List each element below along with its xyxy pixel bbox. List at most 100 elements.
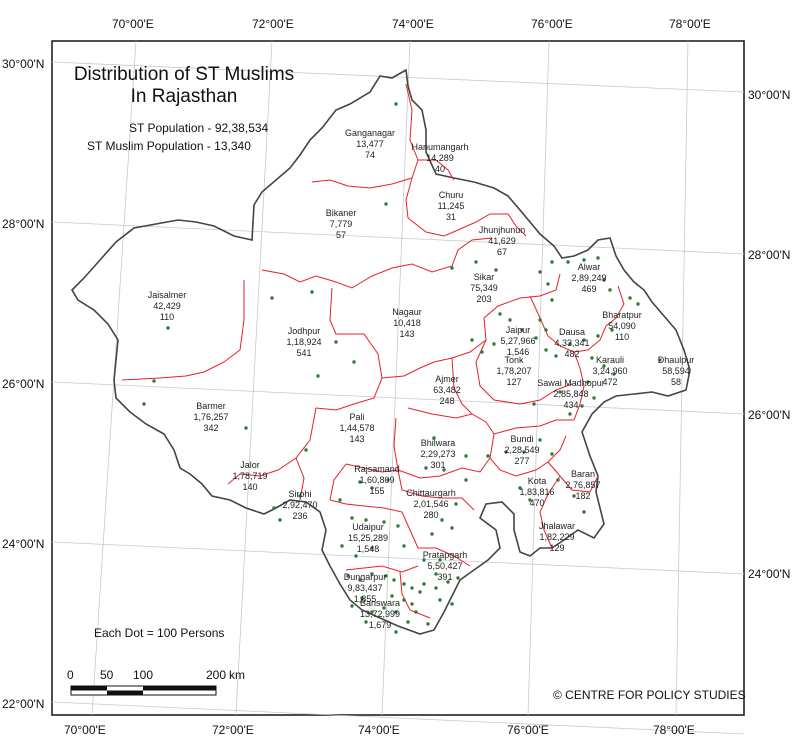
district-st-muslim-count: 541 xyxy=(296,348,312,358)
district-name: Jodhpur xyxy=(287,326,321,336)
district-label: Rajsamand 1,60,809 155 xyxy=(354,464,400,497)
population-dot xyxy=(538,270,542,274)
population-dot xyxy=(464,478,468,482)
district-label: Barmer 1,76,257 342 xyxy=(193,401,228,434)
district-st-muslim-count: 1,546 xyxy=(506,347,530,357)
district-st-muslim-count: 469 xyxy=(581,284,597,294)
district-st-population: 1,18,924 xyxy=(286,337,322,347)
district-st-population: 58,594 xyxy=(662,366,690,376)
district-label: Pali 1,44,578 143 xyxy=(339,412,374,445)
population-dot xyxy=(504,450,508,454)
lon-tick-bottom: 72°00'E xyxy=(212,723,254,737)
district-name: Jaipur xyxy=(505,325,531,335)
population-dot xyxy=(566,260,570,264)
map-title: Distribution of ST Muslims In Rajasthan xyxy=(66,64,302,108)
lon-tick-bottom: 70°00'E xyxy=(64,723,106,737)
district-label: Kota 1,83,816 470 xyxy=(519,476,554,509)
population-dot xyxy=(492,342,496,346)
lat-tick-left: 22°00'N xyxy=(2,697,45,711)
population-dot xyxy=(556,478,560,482)
district-st-population: 2,89,249 xyxy=(571,273,607,283)
district-st-muslim-count: 127 xyxy=(506,377,522,387)
district-st-population: 2,76,857 xyxy=(565,480,601,490)
population-dot xyxy=(522,450,526,454)
population-dot xyxy=(350,604,354,608)
population-dot xyxy=(538,438,542,442)
district-name: Bharatpur xyxy=(602,310,642,320)
district-st-muslim-count: 203 xyxy=(476,294,492,304)
dot-legend: Each Dot = 100 Persons xyxy=(94,626,225,640)
population-dot xyxy=(410,586,414,590)
district-name: Jhunjhunun xyxy=(478,225,526,235)
population-dot xyxy=(582,338,586,342)
district-st-muslim-count: 182 xyxy=(575,491,591,501)
district-st-population: 13,477 xyxy=(356,139,384,149)
population-dot xyxy=(394,610,398,614)
population-dot xyxy=(304,448,308,452)
district-label: Dungarpur 9,83,437 1,855 xyxy=(344,572,387,605)
population-dot xyxy=(346,574,350,578)
district-st-muslim-count: 301 xyxy=(430,460,446,470)
st-population-label: ST Population - 92,38,534 xyxy=(129,121,269,135)
district-name: Pali xyxy=(349,412,365,422)
district-st-population: 13,72,999 xyxy=(359,609,401,619)
district-label: Ganganagar 13,477 74 xyxy=(345,128,395,161)
population-dot xyxy=(480,350,484,354)
district-st-population: 15,25,289 xyxy=(347,533,389,543)
population-dot xyxy=(278,518,282,522)
population-dot xyxy=(628,296,632,300)
district-label: Jaipur 5,27,966 1,546 xyxy=(500,325,535,358)
population-dot xyxy=(508,318,512,322)
lat-tick-left: 24°00'N xyxy=(2,537,45,551)
population-dot xyxy=(270,296,274,300)
population-dot xyxy=(592,396,596,400)
population-dot xyxy=(402,598,406,602)
population-dot xyxy=(166,326,170,330)
district-name: Baran xyxy=(570,469,596,479)
population-dot xyxy=(520,328,524,332)
district-st-population: 1,83,816 xyxy=(519,487,555,497)
population-dot xyxy=(554,354,558,358)
population-dot xyxy=(390,594,394,598)
population-dot xyxy=(450,526,454,530)
lat-tick-left: 30°00'N xyxy=(2,57,45,71)
district-name: Udaipur xyxy=(352,522,384,532)
population-dot xyxy=(658,358,662,362)
lat-tick-right: 30°00'N xyxy=(748,88,791,102)
population-dot xyxy=(426,622,430,626)
district-st-population: 1,44,578 xyxy=(339,423,375,433)
population-dot xyxy=(358,578,362,582)
district-name: Jhalawar xyxy=(538,521,576,531)
district-st-muslim-count: 434 xyxy=(563,400,579,410)
district-label: Tonk 1,78,207 127 xyxy=(496,355,531,388)
population-dot xyxy=(298,494,302,498)
population-dot xyxy=(470,338,474,342)
district-st-population: 10,418 xyxy=(393,318,421,328)
population-dot xyxy=(596,334,600,338)
district-label: Sawai Madhopur 2,85,848 434 xyxy=(537,378,605,411)
population-dot xyxy=(546,282,550,286)
map-title-line2: In Rajasthan xyxy=(130,86,238,107)
population-dot xyxy=(402,544,406,548)
lon-tick-bottom: 76°00'E xyxy=(507,723,549,737)
district-label: Dausa 4,33,341 482 xyxy=(554,327,589,360)
district-st-population: 2,29,273 xyxy=(420,449,456,459)
lon-tick-top: 72°00'E xyxy=(252,17,294,31)
population-dot xyxy=(434,586,438,590)
lat-tick-left: 28°00'N xyxy=(2,217,45,231)
population-dot xyxy=(334,340,338,344)
district-label: Bundi 2,28,549 277 xyxy=(504,434,539,467)
district-name: Chittaurgarh xyxy=(406,488,456,498)
district-st-muslim-count: 1,855 xyxy=(353,594,377,604)
graticule xyxy=(51,40,745,735)
district-label: Ajmer 63,482 248 xyxy=(433,374,461,407)
district-name: Dausa xyxy=(558,327,586,337)
scale-bar xyxy=(70,685,217,696)
population-dot xyxy=(382,606,386,610)
population-dot xyxy=(528,498,532,502)
population-dot xyxy=(386,478,390,482)
population-dot xyxy=(432,436,436,440)
population-dot xyxy=(602,364,606,368)
district-st-population: 14,289 xyxy=(426,153,454,163)
lon-tick-bottom: 74°00'E xyxy=(358,723,400,737)
